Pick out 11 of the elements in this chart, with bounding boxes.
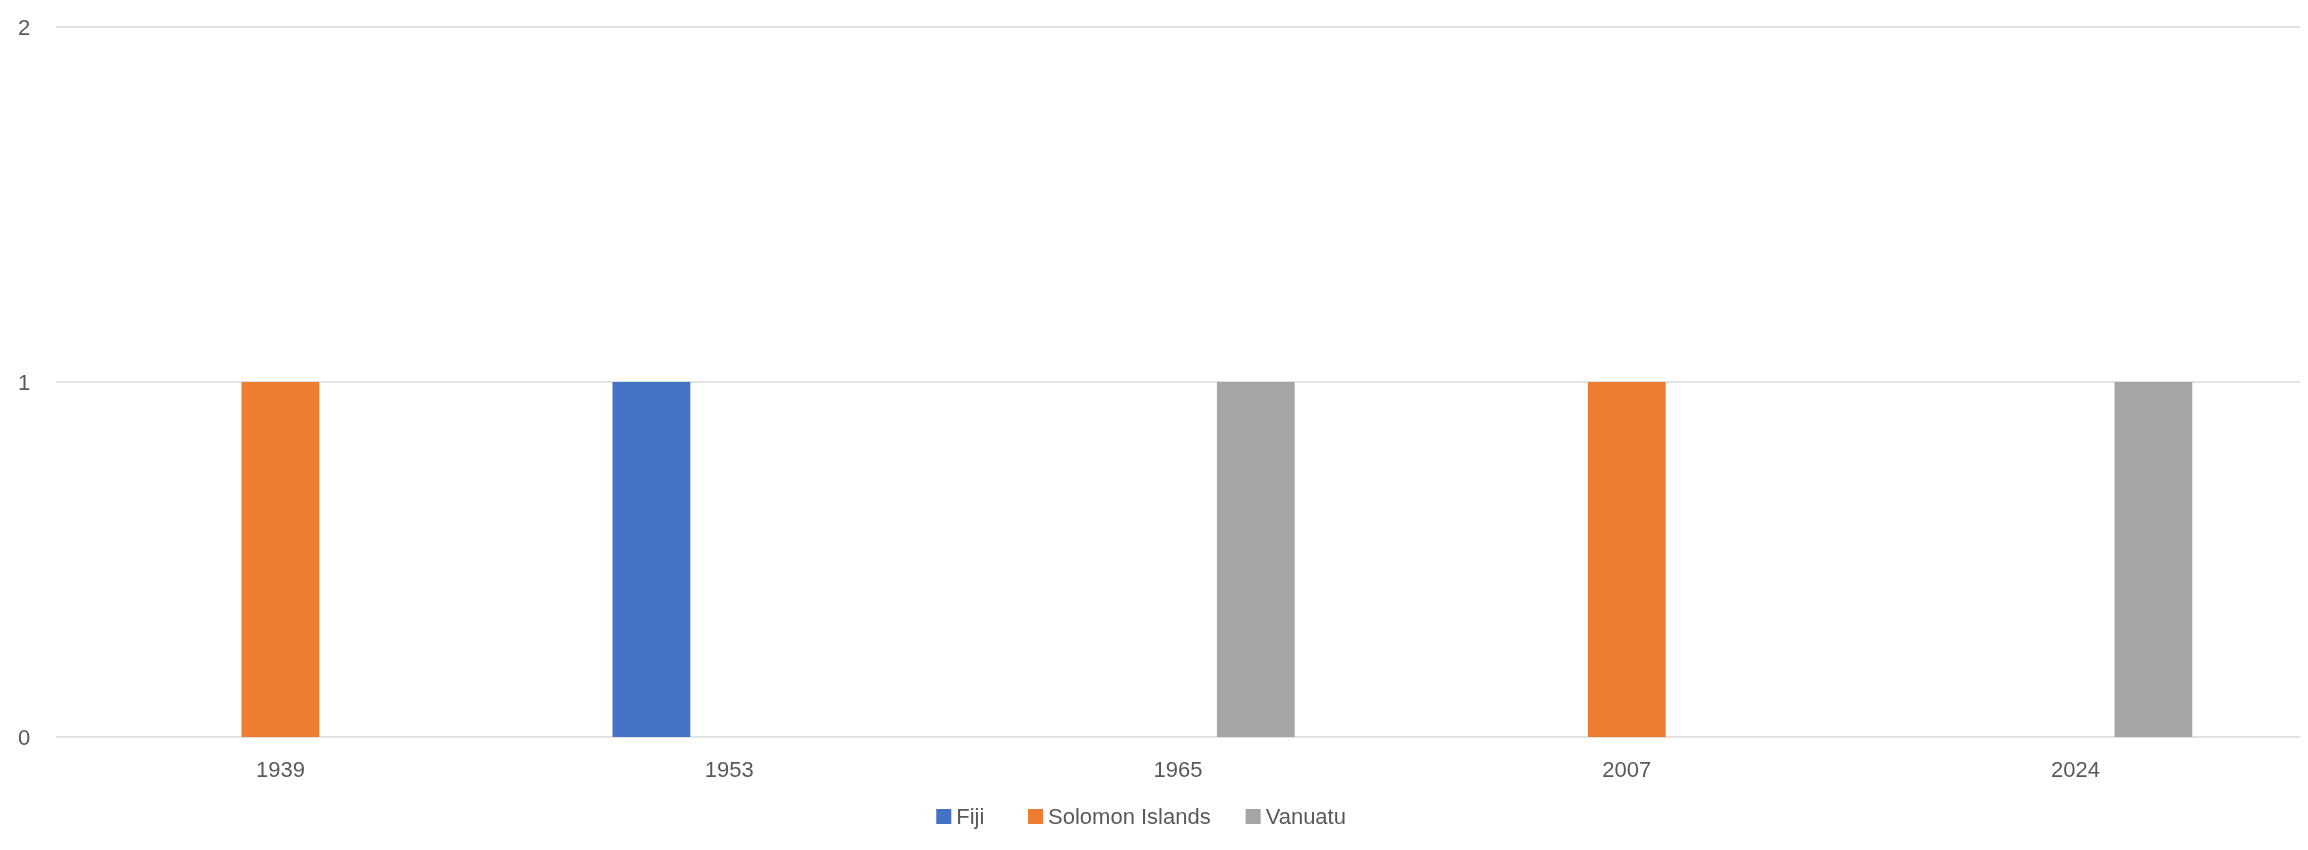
legend-label: Solomon Islands [1048,804,1211,829]
x-tick-label: 1939 [255,757,305,782]
x-tick-label: 2007 [1602,757,1652,782]
legend-label: Fiji [956,804,985,829]
y-tick-label: 2 [18,14,31,40]
y-tick-label: 0 [18,724,31,750]
x-tick-label: 1965 [1153,757,1203,782]
legend-label: Vanuatu [1265,804,1346,829]
y-tick-label: 1 [18,369,31,395]
x-tick-label: 1953 [704,757,754,782]
x-tick-label: 2024 [2051,757,2101,782]
